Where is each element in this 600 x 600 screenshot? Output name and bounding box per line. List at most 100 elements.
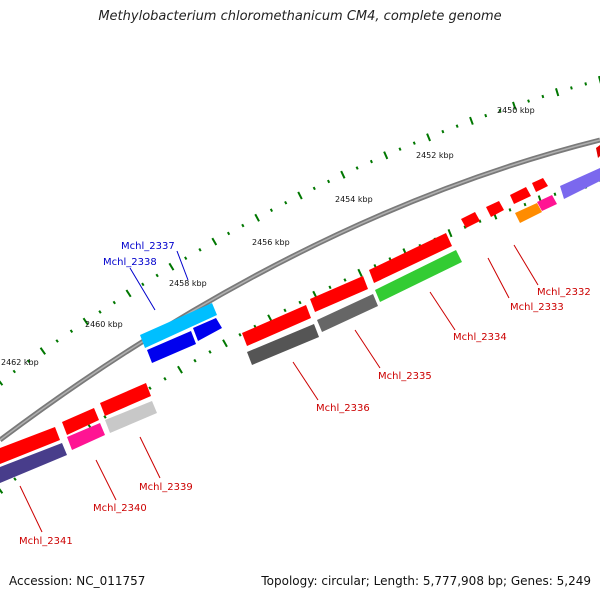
kbp-label: 2458 kbp <box>169 279 207 288</box>
ruler-tick <box>155 273 159 278</box>
ruler-tick <box>484 113 488 118</box>
ruler-tick <box>0 488 4 494</box>
ruler-tick <box>512 101 517 110</box>
ruler-tick <box>69 329 74 333</box>
ruler-tick <box>55 339 59 343</box>
gene-label[interactable]: Mchl_2339 <box>139 482 193 493</box>
ruler-tick <box>478 219 482 223</box>
gene-label[interactable]: Mchl_2334 <box>453 332 507 343</box>
ruler-tick <box>284 200 288 205</box>
gene-arrow[interactable] <box>537 195 557 211</box>
ruler-tick <box>254 213 260 222</box>
ruler-tick <box>553 192 557 196</box>
kbp-label: 2450 kbp <box>497 106 535 115</box>
gene-arrow[interactable] <box>375 250 462 302</box>
gene-arrow[interactable] <box>140 303 217 348</box>
gene-label[interactable]: Mchl_2333 <box>510 302 564 313</box>
gene-label[interactable]: Mchl_2337 <box>121 241 175 252</box>
gene-arrow[interactable] <box>62 408 99 435</box>
ruler-tick <box>541 94 545 99</box>
ruler-tick <box>598 75 600 84</box>
kbp-label: 2454 kbp <box>335 195 373 204</box>
genome-summary-text: Topology: circular; Length: 5,777,908 bp… <box>261 574 591 588</box>
ruler-tick <box>327 179 331 184</box>
gene-arrow[interactable] <box>486 201 504 217</box>
gene-arrow[interactable] <box>67 423 105 450</box>
gene-arrow[interactable] <box>560 168 600 199</box>
ruler-tick <box>357 268 363 277</box>
gene-arrow[interactable] <box>510 187 531 204</box>
gene-arrow[interactable] <box>532 178 548 192</box>
ruler-tick <box>269 208 274 212</box>
ruler-tick <box>441 129 445 134</box>
ruler-tick <box>82 317 89 326</box>
gene-label[interactable]: Mchl_2338 <box>103 257 157 268</box>
gene-arrow[interactable] <box>461 212 480 228</box>
gene-arrow[interactable] <box>596 145 600 158</box>
ruler-tick <box>447 229 453 238</box>
ruler-tick <box>463 225 467 229</box>
ruler-tick <box>184 256 188 260</box>
gene-arrow[interactable] <box>105 401 157 433</box>
ruler-tick <box>98 310 102 314</box>
gene-label[interactable]: Mchl_2341 <box>19 536 73 547</box>
ruler-tick <box>0 380 4 386</box>
gene-arrow[interactable] <box>242 305 311 346</box>
ruler-tick <box>177 365 183 374</box>
kbp-label: 2462 kbp <box>1 358 39 367</box>
ruler-tick <box>222 339 228 348</box>
ruler-tick <box>455 124 459 128</box>
gene-arrow[interactable] <box>100 383 151 416</box>
ruler-tick <box>39 347 46 355</box>
gene-label[interactable]: Mchl_2335 <box>378 371 432 382</box>
ruler-tick <box>148 386 152 390</box>
ruler-tick <box>498 108 502 113</box>
genome-backbone <box>0 137 600 443</box>
ruler-tick <box>26 359 31 363</box>
ruler-tick <box>163 377 167 381</box>
ruler-tick <box>523 202 527 207</box>
ruler-tick <box>125 289 132 298</box>
ruler-tick <box>398 147 402 151</box>
ruler-tick <box>238 333 242 337</box>
gene-arrow[interactable] <box>369 233 452 283</box>
ruler-tick <box>527 99 530 103</box>
gene-label[interactable]: Mchl_2332 <box>537 287 591 298</box>
ruler-tick <box>103 415 107 419</box>
ruler-tick <box>13 477 17 481</box>
gene-arrow[interactable] <box>515 203 542 223</box>
ruler-tick <box>312 186 316 191</box>
gene-arrow[interactable] <box>317 294 378 332</box>
ruler-tick <box>469 116 474 125</box>
ruler-tick <box>570 86 573 90</box>
gene-label[interactable]: Mchl_2340 <box>93 503 147 514</box>
ruler-tick <box>226 231 231 236</box>
kbp-label: 2456 kbp <box>252 238 290 247</box>
ruler-tick <box>584 82 588 86</box>
ruler-tick <box>198 247 202 252</box>
ruler-tick <box>355 166 359 170</box>
gene-arrow[interactable] <box>193 318 222 341</box>
ruler-tick <box>193 358 197 363</box>
callout-lines <box>19 244 539 533</box>
map-title: Methylobacterium chloromethanicum CM4, c… <box>98 9 502 24</box>
ruler-tick <box>283 308 287 313</box>
ruler-tick <box>369 159 373 164</box>
gene-label[interactable]: Mchl_2336 <box>316 403 370 414</box>
accession-text: Accession: NC_011757 <box>9 574 146 588</box>
ruler-tick <box>241 223 245 228</box>
gene-arrow[interactable] <box>0 427 60 464</box>
gene-arrow[interactable] <box>247 324 319 365</box>
ruler-tick <box>141 282 145 287</box>
ruler-tick <box>426 133 431 142</box>
ruler-tick <box>340 170 346 179</box>
gene-features <box>0 145 600 483</box>
ruler-tick <box>555 88 560 97</box>
gene-arrow[interactable] <box>147 331 196 363</box>
gene-arrow[interactable] <box>0 443 67 483</box>
gene-arrow[interactable] <box>310 276 368 312</box>
ruler-tick <box>412 141 416 145</box>
ruler-tick <box>343 278 347 282</box>
outer-tick-ring <box>0 75 600 386</box>
